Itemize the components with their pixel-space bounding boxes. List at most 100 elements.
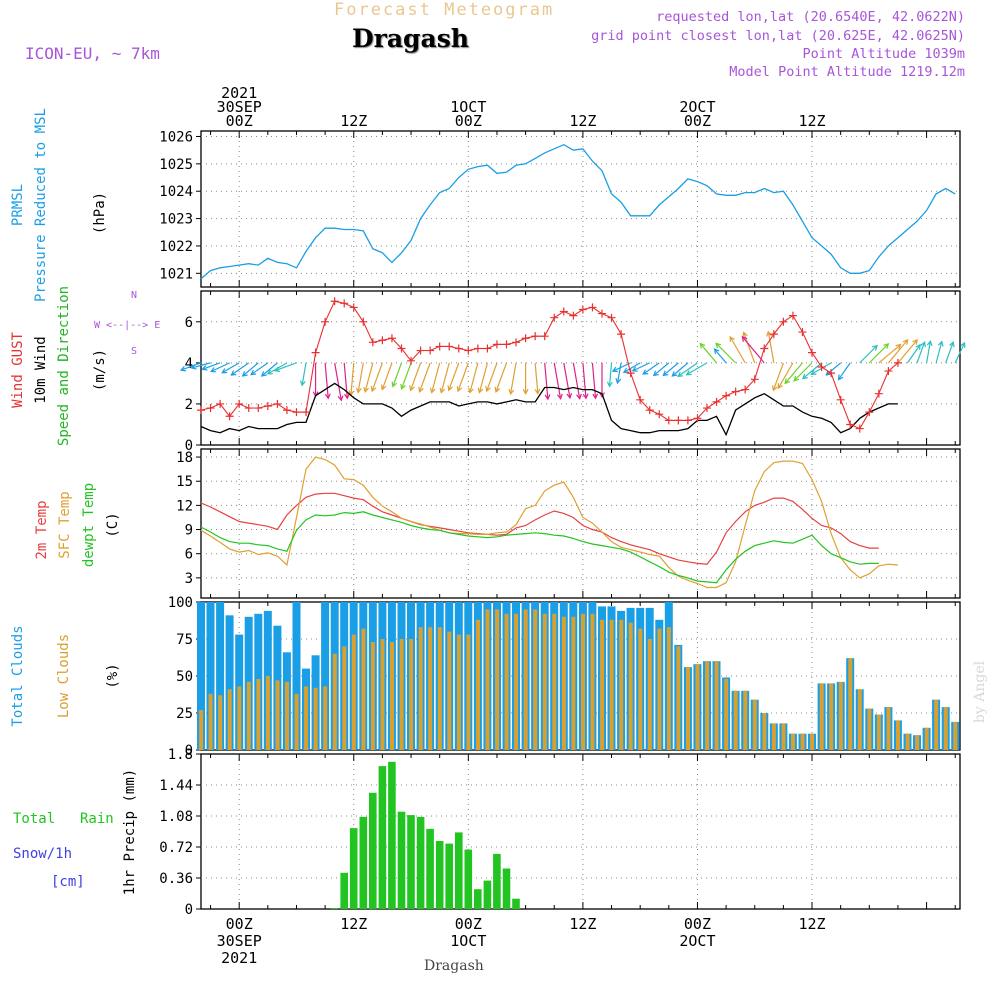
wind-direction-arrow xyxy=(906,344,921,364)
dewpt-temp-line xyxy=(200,511,879,584)
wind-gust-marker xyxy=(874,389,883,398)
wind-direction-arrow xyxy=(509,362,517,395)
wind-gust-marker xyxy=(254,404,263,413)
wind-gust-marker xyxy=(540,332,549,341)
wind-direction-arrow xyxy=(642,362,660,375)
wind-direction-arrow xyxy=(677,362,698,377)
wind-direction-arrow xyxy=(699,343,718,364)
low-cloud-bar xyxy=(943,707,948,750)
wind-direction-arrowhead xyxy=(883,343,890,349)
wind-gust-marker xyxy=(817,362,826,371)
rain-bar xyxy=(445,843,453,909)
low-cloud-bar xyxy=(447,631,452,750)
wind-direction-arrow xyxy=(878,344,901,364)
time-label-bottom: 00Z xyxy=(226,915,253,933)
time-label-top: 12Z xyxy=(798,112,825,130)
rain-bar xyxy=(512,898,520,909)
wind-direction-arrow xyxy=(242,362,259,377)
wind-direction-arrow xyxy=(582,362,587,399)
wind-gust-marker xyxy=(798,328,807,337)
rain-bar xyxy=(340,872,348,909)
wind-gust-marker xyxy=(846,420,855,429)
wind-gust-marker xyxy=(893,358,902,367)
wind-direction-arrow xyxy=(715,342,737,364)
wind-direction-arrow xyxy=(608,362,613,387)
wind-direction-arrow xyxy=(364,362,374,392)
y-tick-label-wind: 6 xyxy=(185,315,193,331)
wind-gust-marker xyxy=(626,369,635,378)
wind-gust-marker xyxy=(407,356,416,365)
y-tick-label-pressure: 1022 xyxy=(159,239,193,255)
wind-gust-marker xyxy=(607,313,616,322)
low-cloud-bar xyxy=(495,609,500,750)
low-cloud-bar xyxy=(791,733,795,750)
wind-direction-arrow xyxy=(793,362,813,382)
wind-gust-line xyxy=(200,300,899,430)
wind-direction-arrowhead xyxy=(949,341,955,348)
rain-bar xyxy=(474,889,482,909)
wind-direction-arrow xyxy=(495,362,508,393)
low-cloud-bar xyxy=(915,735,920,750)
time-label-top: 00Z xyxy=(455,112,482,130)
wind-direction-arrow xyxy=(743,332,756,364)
temp-unit: (C) xyxy=(105,512,121,538)
wind-gust-marker xyxy=(244,404,253,413)
low-cloud-bar xyxy=(810,733,815,750)
wind-direction-arrow xyxy=(350,362,355,396)
low-cloud-bar xyxy=(351,634,356,750)
wind-direction-arrowhead xyxy=(915,343,921,350)
wind-gust-marker xyxy=(368,338,377,347)
wind-direction-arrow xyxy=(686,362,708,376)
total-cloud-bar xyxy=(216,602,225,750)
wind-direction-arrowhead xyxy=(344,393,350,400)
wind-gust-marker xyxy=(492,340,501,349)
wind-gust-marker xyxy=(578,305,587,314)
wind-gust-marker xyxy=(769,330,778,339)
panel-frame-temperature xyxy=(200,448,961,599)
total-cloud-bar xyxy=(197,602,205,750)
y-tick-label-precipitation: 0.72 xyxy=(159,840,193,856)
wind-gust-marker xyxy=(559,307,568,316)
wind-gust-marker xyxy=(263,401,272,410)
wind-direction-arrow xyxy=(767,331,775,363)
wind-direction-arrowhead xyxy=(210,367,217,373)
low-cloud-bar xyxy=(285,681,289,750)
wind-direction-arrowhead xyxy=(677,371,684,378)
wind-direction-arrowhead xyxy=(699,342,706,349)
wind-gust-marker xyxy=(836,395,845,404)
wind-gust-marker xyxy=(683,416,692,425)
wind-direction-arrow xyxy=(180,362,202,371)
wind-direction-arrowhead xyxy=(241,371,248,377)
y-tick-label-clouds: 25 xyxy=(176,706,193,722)
time-label-bottom: 1OCT xyxy=(450,932,486,950)
wind-direction-arrowhead xyxy=(508,389,515,396)
low-cloud-bar xyxy=(514,613,519,750)
time-label-top: 12Z xyxy=(340,112,367,130)
wind-direction-arrow xyxy=(777,362,794,389)
y-tick-label-temperature: 6 xyxy=(185,547,193,563)
wind-direction-arrow xyxy=(440,362,450,393)
wind-gust-marker xyxy=(292,408,301,417)
wind-gust-marker xyxy=(216,399,225,408)
wind-gust-marker xyxy=(655,410,664,419)
time-label-top: 2021 xyxy=(221,84,257,102)
time-label-bottom: 00Z xyxy=(684,915,711,933)
wind-gust-marker xyxy=(550,313,559,322)
rain-bar xyxy=(330,908,339,909)
wind-direction-arrowhead xyxy=(324,393,331,400)
low-cloud-bar xyxy=(218,695,223,750)
wind-direction-arrowhead xyxy=(592,393,599,400)
wind-direction-arrow xyxy=(334,362,342,401)
wind-gust-marker xyxy=(588,303,597,312)
wind-direction-arrowhead xyxy=(230,370,237,376)
wind-direction-arrow xyxy=(431,362,441,393)
low-cloud-bar xyxy=(819,683,824,750)
low-cloud-bar xyxy=(199,710,204,750)
wind-direction-arrowhead xyxy=(742,331,748,338)
wind-direction-arrow xyxy=(616,362,622,384)
low-cloud-bar xyxy=(265,676,270,750)
time-label-bottom: 12Z xyxy=(569,915,596,933)
wind-direction-arrowhead xyxy=(729,335,735,342)
wind-gust-marker xyxy=(569,311,578,320)
low-cloud-bar xyxy=(686,667,690,750)
